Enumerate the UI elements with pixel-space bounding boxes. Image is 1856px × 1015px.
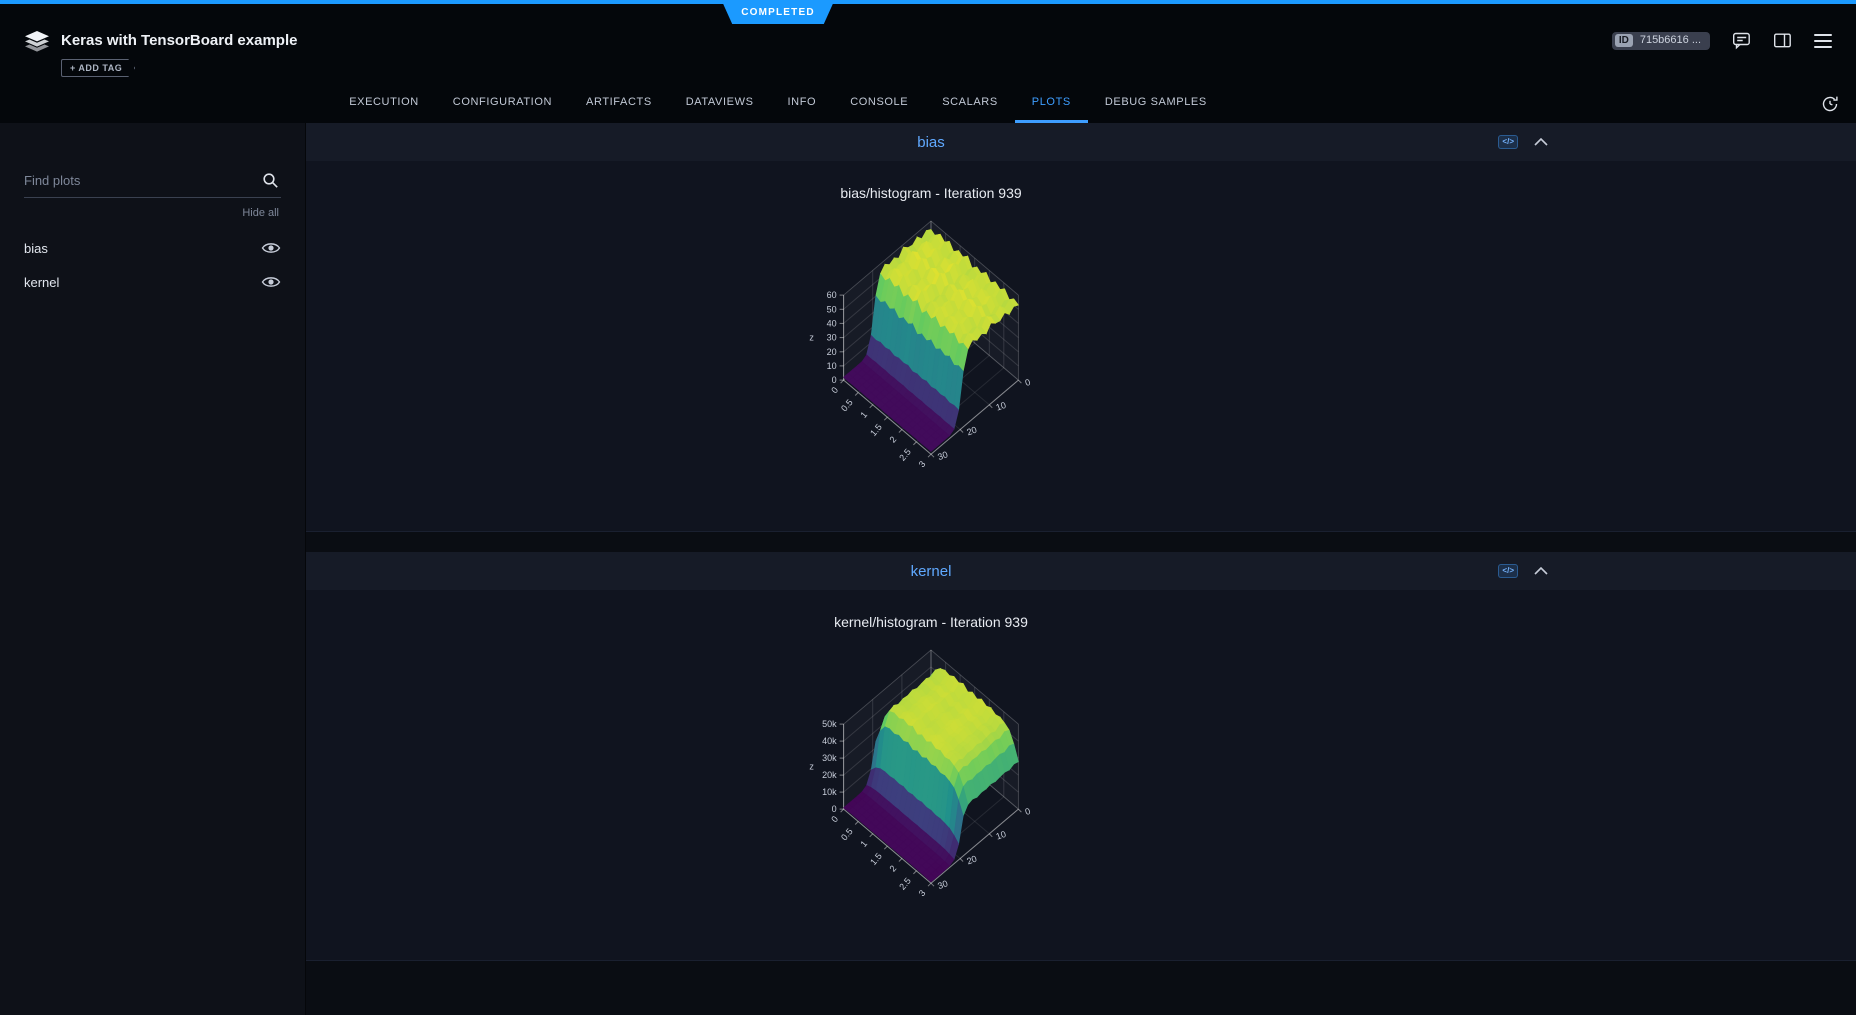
svg-text:1: 1	[858, 410, 869, 420]
svg-text:0: 0	[1024, 806, 1032, 817]
tab-configuration[interactable]: CONFIGURATION	[452, 96, 553, 108]
content: Hide all bias kernel	[0, 123, 1856, 1015]
svg-text:2.5: 2.5	[897, 876, 913, 892]
svg-text:2: 2	[888, 434, 899, 444]
svg-text:10k: 10k	[822, 787, 837, 797]
svg-text:40: 40	[827, 318, 837, 328]
svg-text:0.5: 0.5	[839, 397, 855, 413]
collapse-section-icon[interactable]	[1534, 567, 1548, 575]
section-header: bias </>	[306, 123, 1856, 161]
tab-console[interactable]: CONSOLE	[850, 96, 909, 108]
tab-bar: EXECUTION CONFIGURATION ARTIFACTS DATAVI…	[0, 84, 1856, 123]
svg-text:0: 0	[829, 385, 840, 395]
comments-icon[interactable]	[1732, 31, 1751, 50]
svg-text:30: 30	[936, 878, 949, 891]
svg-text:20: 20	[965, 425, 978, 438]
tab-plots[interactable]: PLOTS	[1014, 84, 1088, 123]
tab-info[interactable]: INFO	[787, 96, 817, 108]
status-badge-wrap: COMPLETED	[0, 4, 1556, 24]
svg-text:2.5: 2.5	[897, 447, 913, 463]
experiment-id-badge[interactable]: ID 715b6616 ...	[1611, 31, 1710, 50]
svg-text:1.5: 1.5	[868, 422, 884, 438]
svg-text:20k: 20k	[822, 770, 837, 780]
sidebar-item-bias[interactable]: bias	[24, 231, 281, 265]
experiment-title: Keras with TensorBoard example	[61, 32, 298, 49]
section-title: bias	[917, 133, 945, 151]
svg-text:0.5: 0.5	[839, 826, 855, 842]
search-row	[24, 167, 281, 198]
svg-text:10: 10	[827, 361, 837, 371]
svg-text:3: 3	[917, 888, 928, 898]
svg-text:40k: 40k	[822, 736, 837, 746]
tab-dataviews[interactable]: DATAVIEWS	[685, 96, 754, 108]
sidebar-item-kernel[interactable]: kernel	[24, 265, 281, 299]
id-label: ID	[1614, 33, 1633, 47]
plot-title: kernel/histogram - Iteration 939	[834, 614, 1028, 630]
collapse-section-icon[interactable]	[1534, 138, 1548, 146]
svg-text:20: 20	[827, 347, 837, 357]
section-header: kernel </>	[306, 552, 1856, 590]
svg-text:50k: 50k	[822, 719, 837, 729]
svg-text:z: z	[809, 762, 814, 772]
svg-text:30: 30	[827, 333, 837, 343]
svg-text:0: 0	[829, 814, 840, 824]
sidebar-item-label: kernel	[24, 274, 60, 290]
svg-text:10: 10	[995, 829, 1008, 842]
eye-icon[interactable]	[261, 241, 281, 255]
svg-text:10: 10	[995, 400, 1008, 413]
plot-title: bias/histogram - Iteration 939	[840, 185, 1022, 201]
svg-text:1.5: 1.5	[868, 851, 884, 867]
embed-code-icon[interactable]: </>	[1498, 564, 1518, 578]
svg-text:3: 3	[917, 459, 928, 469]
tab-scalars[interactable]: SCALARS	[942, 96, 998, 108]
header-left: Keras with TensorBoard example + ADD TAG	[24, 0, 297, 77]
search-input[interactable]	[24, 167, 281, 197]
hide-all-link[interactable]: Hide all	[242, 207, 279, 219]
refresh-icon[interactable]	[1820, 94, 1840, 114]
svg-text:0: 0	[832, 375, 837, 385]
svg-text:0: 0	[1024, 377, 1032, 388]
plot-panel: bias/histogram - Iteration 939 0 10 20 30 40…	[306, 161, 1856, 532]
menu-icon[interactable]	[1814, 33, 1832, 48]
status-badge: COMPLETED	[723, 4, 833, 24]
tab-artifacts[interactable]: ARTIFACTS	[586, 96, 652, 108]
eye-icon[interactable]	[261, 275, 281, 289]
app-header: Keras with TensorBoard example + ADD TAG…	[0, 0, 1856, 84]
section-kernel: kernel </> kernel/histogram - Iteration …	[306, 552, 1856, 961]
plots-area: bias </> bias/histogram - Iteration 939 …	[306, 123, 1856, 1015]
accent-strip	[0, 0, 1856, 4]
section-bias: bias </> bias/histogram - Iteration 939 …	[306, 123, 1856, 532]
id-value: 715b6616 ...	[1639, 34, 1701, 46]
svg-text:20: 20	[965, 854, 978, 867]
svg-text:30: 30	[936, 449, 949, 462]
layout-panel-icon[interactable]	[1773, 31, 1792, 50]
svg-text:0: 0	[832, 804, 837, 814]
header-right: ID 715b6616 ...	[1611, 0, 1832, 50]
app-logo-icon	[24, 30, 50, 57]
sidebar-item-label: bias	[24, 240, 48, 256]
plot-panel: kernel/histogram - Iteration 939 0 10k 20k…	[306, 590, 1856, 961]
svg-text:30k: 30k	[822, 753, 837, 763]
svg-text:60: 60	[827, 290, 837, 300]
tab-execution[interactable]: EXECUTION	[349, 96, 419, 108]
plots-sidebar: Hide all bias kernel	[0, 123, 306, 1015]
embed-code-icon[interactable]: </>	[1498, 135, 1518, 149]
tabs: EXECUTION CONFIGURATION ARTIFACTS DATAVI…	[0, 84, 1556, 123]
svg-text:2: 2	[888, 863, 899, 873]
search-icon[interactable]	[262, 172, 279, 189]
tab-debug-samples[interactable]: DEBUG SAMPLES	[1104, 96, 1207, 108]
svg-text:50: 50	[827, 304, 837, 314]
svg-text:z: z	[809, 333, 814, 343]
section-title: kernel	[910, 562, 952, 580]
svg-text:1: 1	[858, 839, 869, 849]
add-tag-button[interactable]: + ADD TAG	[61, 59, 135, 77]
